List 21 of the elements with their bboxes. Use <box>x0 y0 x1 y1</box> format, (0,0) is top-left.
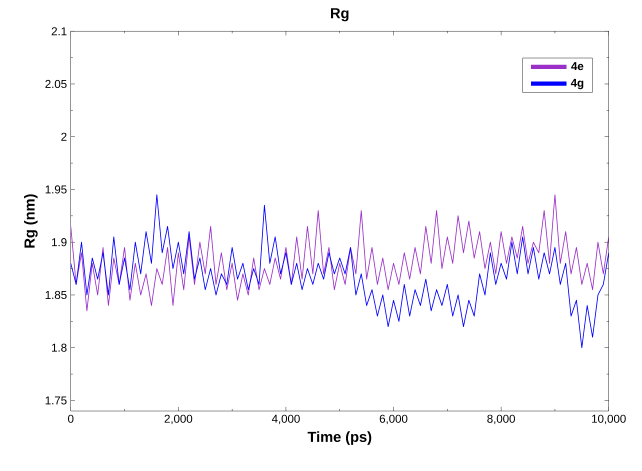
x-axis-title: Time (ps) <box>308 431 372 445</box>
x-tick-label: 4,000 <box>272 414 300 424</box>
y-tick-label: 2.05 <box>45 80 67 88</box>
y-tick-label: 1.95 <box>46 185 67 194</box>
line-series <box>70 194 609 312</box>
y-axis-title: Rg (nm) <box>24 194 38 248</box>
y-tick-label: 1.85 <box>46 290 67 299</box>
y-tick-label: 1.8 <box>52 344 67 352</box>
x-tick-label: 10,000 <box>592 414 626 424</box>
y-tick-label: 2.1 <box>52 27 67 36</box>
chart-title: Rg <box>331 8 348 22</box>
x-tick-label: 2,000 <box>164 414 192 424</box>
x-tick-label: 6,000 <box>380 414 408 424</box>
legend-label: 4g <box>570 78 584 90</box>
y-tick-label: 2 <box>61 132 67 141</box>
y-tick-label: 1.75 <box>46 396 67 404</box>
line-series <box>70 194 609 348</box>
legend-label: 4e <box>571 62 584 70</box>
x-tick-label: 8,000 <box>487 414 515 424</box>
y-tick-label: 1.9 <box>52 238 67 246</box>
x-tick-label: 0 <box>68 414 74 423</box>
